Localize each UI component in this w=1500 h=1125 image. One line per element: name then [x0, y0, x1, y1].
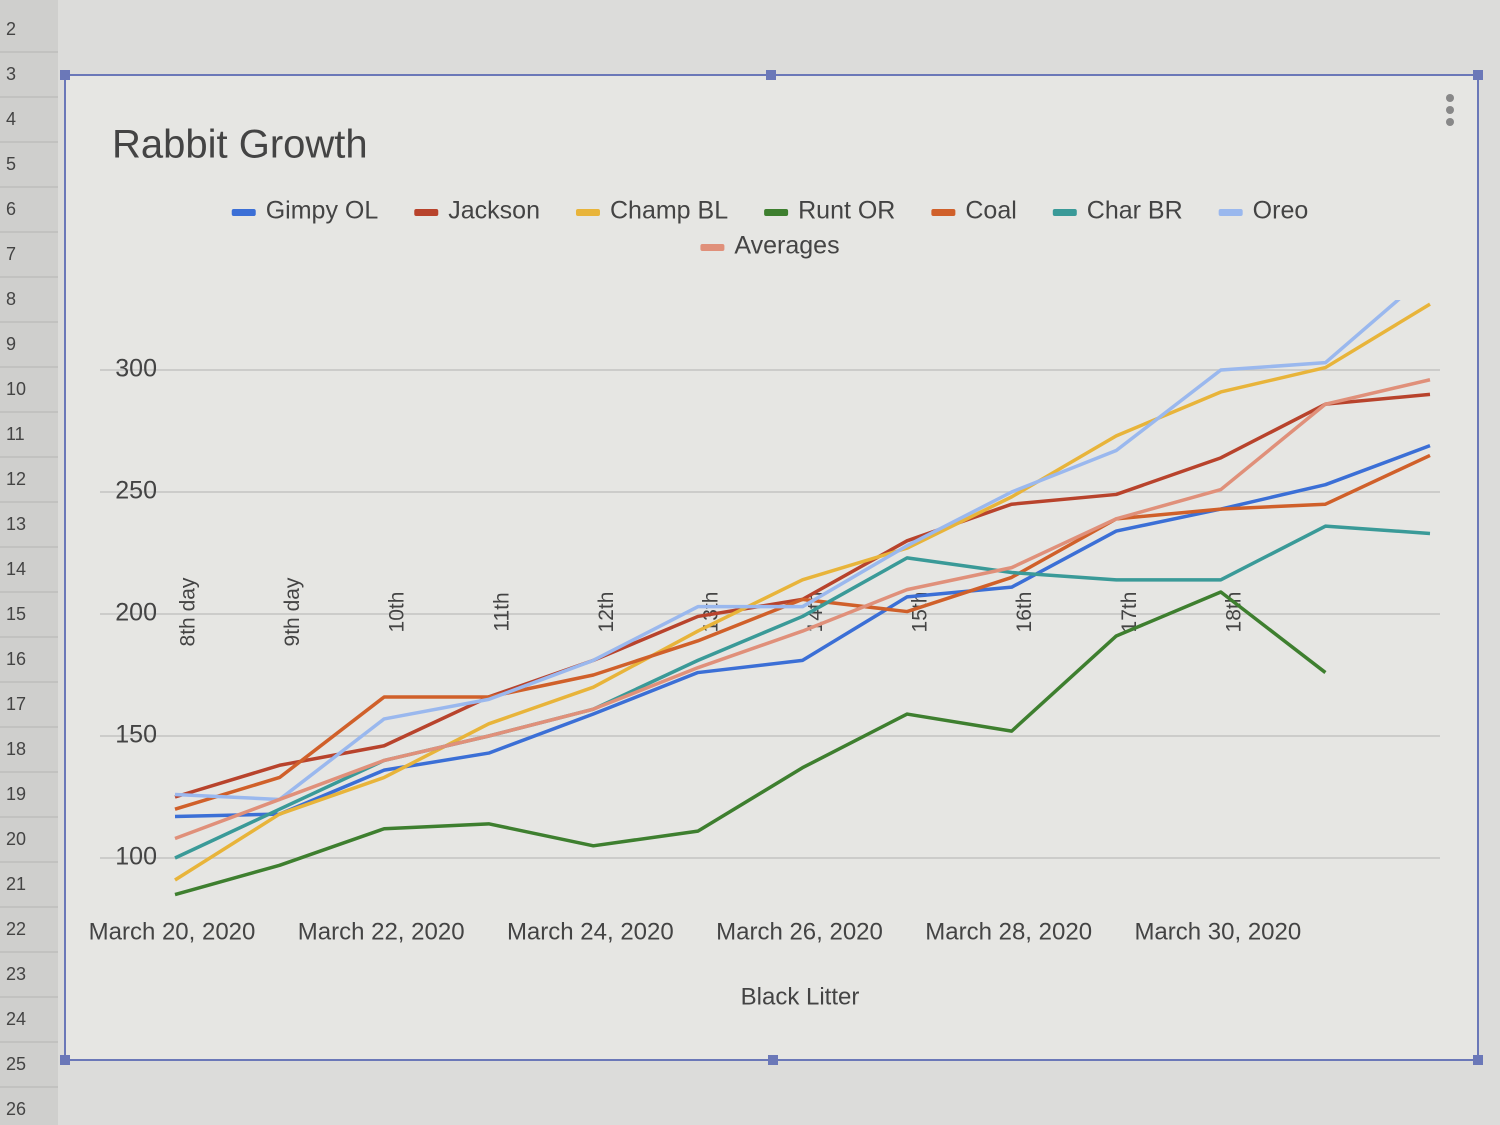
legend-label: Char BR — [1087, 197, 1183, 225]
row-number: 6 — [6, 199, 16, 219]
legend-label: Coal — [965, 197, 1016, 225]
legend-swatch — [231, 209, 256, 216]
x-tick-label: March 26, 2020 — [716, 918, 883, 945]
series-line — [174, 590, 1327, 897]
y-tick-label: 150 — [115, 721, 157, 749]
row-number: 26 — [6, 1099, 26, 1119]
series-line — [174, 378, 1431, 841]
y-tick-label: 300 — [115, 355, 157, 383]
legend-swatch — [931, 209, 956, 216]
series-line — [174, 453, 1431, 811]
x-tick-label: March 30, 2020 — [1134, 918, 1301, 945]
row-number: 7 — [6, 244, 16, 264]
resize-handle[interactable] — [60, 70, 70, 80]
legend-label: Gimpy OL — [266, 197, 379, 225]
legend-swatch — [575, 209, 600, 216]
legend-swatch — [1052, 209, 1077, 216]
legend-label: Jackson — [448, 197, 540, 225]
legend-swatch — [700, 244, 725, 251]
legend-swatch — [1218, 209, 1243, 216]
x-axis-label: Black Litter — [741, 983, 860, 1010]
resize-handle[interactable] — [766, 70, 776, 80]
annotation: 9th day — [281, 577, 304, 646]
row-number: 15 — [6, 604, 26, 624]
row-number: 4 — [6, 109, 16, 129]
annotation: 10th — [386, 592, 409, 633]
legend-swatch — [414, 209, 439, 216]
legend-swatch — [764, 209, 789, 216]
annotation: 12th — [595, 592, 618, 633]
menu-dot[interactable] — [1446, 94, 1454, 102]
row-number: 5 — [6, 154, 16, 174]
resize-handle[interactable] — [1473, 70, 1483, 80]
y-tick-label: 200 — [115, 599, 157, 627]
y-tick-label: 250 — [115, 477, 157, 505]
row-number: 11 — [6, 424, 25, 444]
x-tick-label: March 22, 2020 — [298, 918, 465, 945]
row-number: 25 — [6, 1054, 26, 1074]
row-number: 3 — [6, 64, 16, 84]
annotation: 18th — [1222, 592, 1245, 633]
row-number: 23 — [6, 964, 26, 984]
series-line — [174, 302, 1431, 882]
row-number: 10 — [6, 379, 26, 399]
annotation: 15th — [909, 592, 932, 633]
legend-label: Runt OR — [798, 197, 895, 225]
resize-handle[interactable] — [60, 1055, 70, 1065]
row-number: 24 — [6, 1009, 26, 1029]
row-number: 19 — [6, 784, 26, 804]
series-line — [174, 300, 1401, 802]
x-tick-label: March 20, 2020 — [89, 918, 256, 945]
resize-handle[interactable] — [768, 1055, 778, 1065]
row-number: 20 — [6, 829, 26, 849]
row-number: 9 — [6, 334, 16, 354]
row-number: 14 — [6, 559, 26, 579]
legend-label: Averages — [734, 232, 839, 260]
row-number: 18 — [6, 739, 26, 759]
y-tick-label: 100 — [115, 843, 157, 871]
row-number: 22 — [6, 919, 26, 939]
x-tick-label: March 24, 2020 — [507, 918, 674, 945]
annotation: 11th — [490, 592, 513, 631]
row-number: 17 — [6, 694, 26, 714]
chart-title: Rabbit Growth — [112, 123, 368, 167]
row-number: 12 — [6, 469, 26, 489]
annotation: 8th day — [177, 577, 200, 646]
chart-menu[interactable] — [1446, 94, 1454, 126]
menu-dot[interactable] — [1446, 106, 1454, 114]
row-number: 8 — [6, 289, 16, 309]
row-number: 2 — [6, 19, 16, 39]
row-number: 16 — [6, 649, 26, 669]
legend-label: Champ BL — [610, 197, 728, 225]
row-number: 13 — [6, 514, 26, 534]
legend-label: Oreo — [1253, 197, 1309, 225]
annotation: 17th — [1118, 592, 1141, 633]
x-tick-label: March 28, 2020 — [925, 918, 1092, 945]
plot — [174, 300, 1431, 897]
annotation: 16th — [1013, 592, 1036, 633]
menu-dot[interactable] — [1446, 118, 1454, 126]
resize-handle[interactable] — [1473, 1055, 1483, 1065]
row-number: 21 — [6, 874, 26, 894]
